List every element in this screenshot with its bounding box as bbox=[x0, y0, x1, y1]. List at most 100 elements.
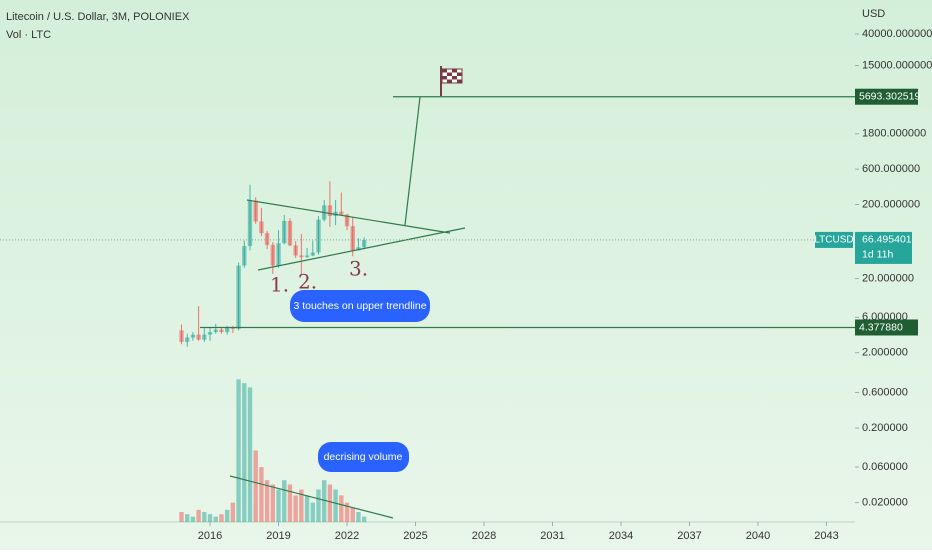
touch-label: 1. bbox=[270, 273, 289, 297]
volume-tick-label: 0.060000 bbox=[862, 461, 908, 473]
touch-label: 3. bbox=[349, 257, 368, 281]
volume-bar bbox=[230, 502, 236, 522]
candle-body bbox=[213, 329, 218, 333]
x-tick-label: 2016 bbox=[198, 530, 222, 542]
volume-bar bbox=[333, 489, 338, 522]
symbol-box bbox=[815, 231, 853, 248]
candle-body bbox=[253, 200, 258, 222]
last-price-label: 66.495401 bbox=[862, 234, 912, 246]
symbol-label: LTCUSD bbox=[814, 235, 853, 246]
candle-body bbox=[339, 211, 344, 215]
note-box bbox=[318, 442, 409, 472]
countdown-label: 1d 11h bbox=[862, 249, 893, 261]
candle-body bbox=[293, 245, 298, 256]
volume-bar bbox=[264, 480, 270, 522]
y-tick-label: 40000.000000 bbox=[862, 28, 932, 40]
volume-bar bbox=[287, 484, 293, 522]
volume-bar bbox=[356, 511, 361, 522]
candle-body bbox=[196, 334, 201, 340]
candle-body bbox=[270, 244, 276, 266]
upper-trendline bbox=[246, 199, 451, 234]
level-box bbox=[855, 88, 918, 105]
volume-bar bbox=[321, 480, 327, 522]
candle-body bbox=[190, 334, 196, 338]
y-tick-label: 1800.000000 bbox=[862, 128, 926, 140]
volume-trendline bbox=[229, 475, 394, 519]
volume-bar bbox=[299, 489, 304, 522]
candle-body bbox=[344, 214, 350, 227]
y-tick-label: 2.000000 bbox=[862, 347, 908, 359]
candle-body bbox=[287, 220, 293, 246]
touch-label: 2. bbox=[298, 270, 317, 294]
x-tick-label: 2040 bbox=[746, 530, 770, 542]
volume-bar bbox=[224, 509, 230, 522]
volume-bar bbox=[310, 502, 315, 522]
candle-body bbox=[224, 327, 230, 333]
volume-title: Vol · LTC bbox=[6, 29, 51, 41]
volume-bar bbox=[361, 516, 367, 522]
volume-bar bbox=[242, 383, 247, 522]
note-text: 3 touches on upper trendline bbox=[293, 300, 426, 312]
x-tick-label: 2019 bbox=[266, 530, 290, 542]
x-tick-label: 2025 bbox=[403, 530, 427, 542]
y-tick-label: 200.000000 bbox=[862, 198, 920, 210]
price-labels: LTCUSD 66.495401 1d 11h 5693.302519 4.377880 bbox=[0, 88, 920, 336]
y-tick-label: 15000.000000 bbox=[862, 59, 932, 71]
candle-body bbox=[219, 329, 224, 333]
candle-body bbox=[356, 247, 361, 251]
candle-body bbox=[310, 252, 315, 256]
volume-bar bbox=[270, 484, 276, 522]
candle-body bbox=[304, 255, 310, 258]
candle-body bbox=[276, 243, 281, 266]
candle-body bbox=[316, 219, 321, 253]
touch-labels: 1. 2. 3. bbox=[270, 257, 368, 297]
symbol-title: Litecoin / U.S. Dollar, 3M, POLONIEX bbox=[6, 11, 190, 23]
candle-body bbox=[236, 265, 241, 329]
volume-bar bbox=[253, 450, 258, 522]
volume-bar bbox=[339, 495, 344, 522]
volume-bar bbox=[350, 507, 355, 522]
volume-bar bbox=[316, 489, 321, 522]
candle-body bbox=[202, 334, 207, 340]
x-tick-label: 2034 bbox=[609, 530, 633, 542]
plot: 40000.000000 15000.000000 1800.000000 600.0… bbox=[179, 28, 932, 542]
x-tick-label: 2028 bbox=[472, 530, 496, 542]
volume-tick-label: 0.600000 bbox=[862, 386, 908, 398]
volume-bar bbox=[327, 484, 333, 522]
trendlines bbox=[229, 96, 466, 519]
x-tick-label: 2031 bbox=[540, 530, 564, 542]
volume-bar bbox=[276, 489, 281, 522]
volume-tick-label: 0.020000 bbox=[862, 497, 908, 509]
projection-line bbox=[404, 96, 421, 226]
x-tick-label: 2037 bbox=[677, 530, 701, 542]
currency: USD bbox=[862, 8, 885, 20]
level-label: 4.377880 bbox=[859, 321, 903, 333]
flag-icon bbox=[440, 66, 463, 96]
volume-bar bbox=[304, 495, 310, 522]
y-tick-label: 20.000000 bbox=[862, 272, 914, 284]
volume-bar bbox=[202, 511, 207, 522]
note-box bbox=[290, 290, 430, 322]
last-price-box bbox=[855, 231, 912, 264]
note-text: decrising volume bbox=[324, 451, 403, 463]
candle-body bbox=[361, 239, 367, 248]
candle-body bbox=[207, 332, 213, 335]
flag-checks bbox=[442, 69, 462, 83]
volume-bar bbox=[179, 511, 184, 522]
level-box bbox=[855, 319, 918, 336]
x-tick-label: 2022 bbox=[335, 530, 359, 542]
volume-bar bbox=[344, 502, 350, 522]
candle-body bbox=[179, 330, 184, 342]
volume-bar bbox=[213, 516, 218, 522]
volume-bar bbox=[207, 514, 213, 522]
volume-bar bbox=[259, 467, 264, 522]
volume-bar bbox=[219, 514, 224, 522]
candle-body bbox=[259, 221, 264, 234]
candle-body bbox=[282, 220, 287, 244]
volume-tick-label: 0.200000 bbox=[862, 422, 908, 434]
candle-body bbox=[264, 233, 270, 245]
candle-body bbox=[247, 200, 253, 247]
volume-bar bbox=[293, 495, 298, 522]
